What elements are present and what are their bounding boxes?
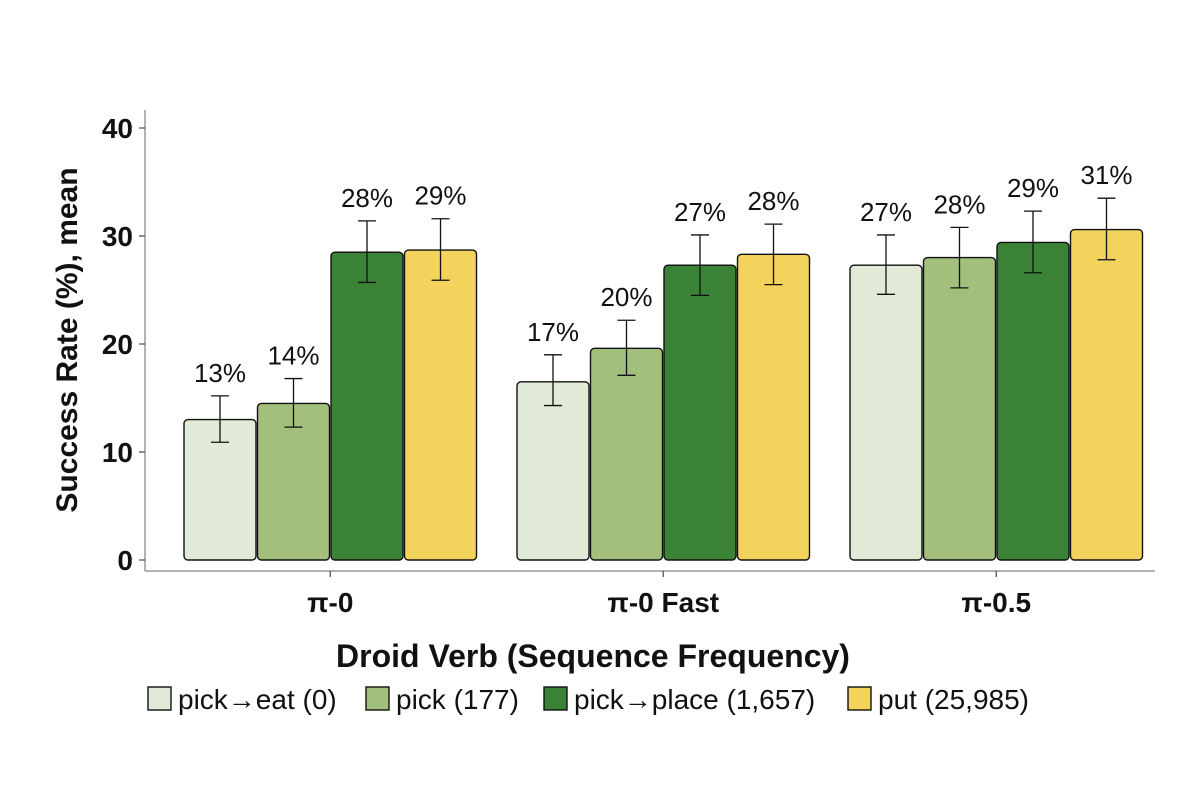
data-label: 27% [674,197,726,227]
y-tick-label: 0 [117,545,133,576]
data-label: 29% [414,181,466,211]
data-label: 28% [341,183,393,213]
data-label: 31% [1080,160,1132,190]
x-axis-label: Droid Verb (Sequence Frequency) [336,638,850,674]
data-label: 28% [747,186,799,216]
data-label: 17% [527,317,579,347]
legend-label: pick→eat (0) [178,684,337,715]
y-axis-label: Success Rate (%), mean [51,167,84,512]
legend-swatch [847,686,872,711]
bar [589,347,664,561]
legend: pick→eat (0) pick (177) pick→place (1,657)… [147,684,1029,715]
bar [849,264,923,561]
y-axis-ticks: 0 10 20 30 40 [102,113,145,576]
y-tick-label: 40 [102,113,133,144]
legend-swatch [365,686,390,711]
legend-label: pick (177) [396,684,519,715]
legend-label: put (25,985) [878,684,1029,715]
data-label: 28% [933,189,985,219]
data-label: 14% [267,341,319,371]
legend-label: pick→place (1,657) [574,684,815,715]
x-axis-ticks: π-0 π-0 Fast π-0.5 [307,571,1031,618]
y-tick-label: 30 [102,221,133,252]
bar [736,253,811,561]
data-label: 13% [194,358,246,388]
bar [663,264,737,561]
data-label: 27% [860,197,912,227]
x-tick-label: π-0 Fast [607,587,719,618]
bar [403,249,478,561]
x-tick-label: π-0.5 [961,587,1031,618]
bars-group: 13% 17% 27% 14% 20% 28% 28% 27% 29% 29% 28% 31% [183,160,1144,561]
data-label: 20% [600,282,652,312]
data-label: 29% [1007,173,1059,203]
x-tick-label: π-0 [307,587,353,618]
legend-swatch [543,686,568,711]
legend-swatch [147,686,172,711]
y-tick-label: 10 [102,437,133,468]
y-tick-label: 20 [102,329,133,360]
bar [330,251,404,561]
bar [516,381,590,561]
bar [996,241,1070,561]
bar [922,256,997,561]
bar [1069,228,1144,561]
